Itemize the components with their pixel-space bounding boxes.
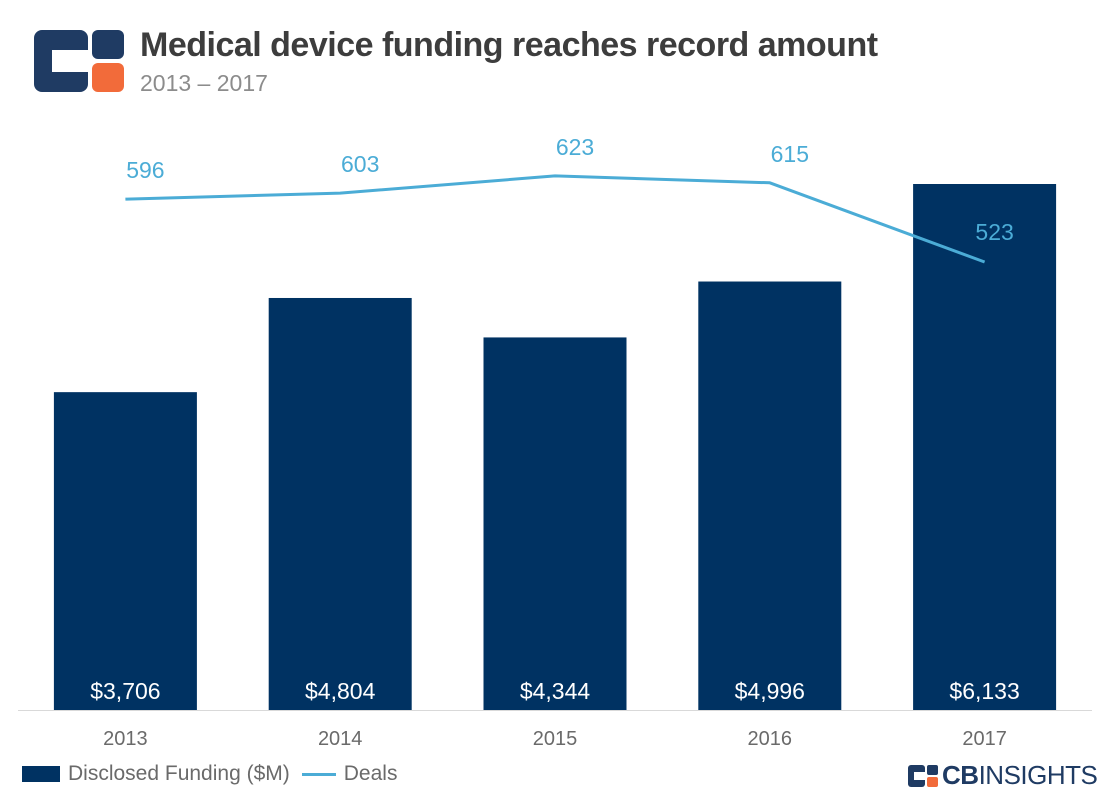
legend-funding-label: Disclosed Funding ($M) bbox=[68, 762, 290, 785]
deals-line bbox=[125, 174, 986, 264]
funding-bar bbox=[913, 184, 1057, 710]
brand-bold: CB bbox=[942, 760, 979, 790]
funding-bar-label: $4,804 bbox=[305, 678, 376, 704]
cb-insights-logo bbox=[34, 30, 124, 92]
chart-title: Medical device funding reaches record am… bbox=[140, 26, 878, 64]
x-tick-label: 2013 bbox=[103, 728, 148, 750]
funding-bar bbox=[483, 337, 627, 710]
legend-funding-swatch bbox=[22, 766, 60, 782]
funding-bar bbox=[698, 281, 842, 710]
deals-value-label: 603 bbox=[341, 151, 379, 177]
brand-logo-icon bbox=[908, 764, 938, 787]
funding-bar-label: $4,344 bbox=[520, 678, 591, 704]
funding-bar bbox=[53, 392, 197, 710]
brand-wordmark: CB INSIGHTS bbox=[908, 760, 1098, 791]
legend: Disclosed Funding ($M) Deals bbox=[22, 762, 397, 786]
deals-value-label: 615 bbox=[771, 141, 809, 167]
deals-value-label: 623 bbox=[556, 134, 594, 160]
x-tick-label: 2015 bbox=[533, 728, 578, 750]
funding-bar-label: $6,133 bbox=[949, 678, 1019, 704]
x-tick-label: 2017 bbox=[962, 728, 1007, 750]
deals-value-label: 523 bbox=[975, 219, 1013, 245]
funding-bar bbox=[268, 297, 412, 710]
legend-deals-label: Deals bbox=[343, 762, 398, 785]
funding-bar-label: $3,706 bbox=[90, 678, 160, 704]
deals-value-label: 596 bbox=[126, 157, 164, 183]
x-tick-label: 2016 bbox=[748, 728, 793, 750]
funding-bar-label: $4,996 bbox=[735, 678, 805, 704]
brand-light: INSIGHTS bbox=[978, 760, 1098, 790]
chart-subtitle: 2013 – 2017 bbox=[140, 70, 268, 96]
legend-deals-swatch bbox=[301, 772, 336, 776]
x-tick-label: 2014 bbox=[318, 728, 363, 750]
